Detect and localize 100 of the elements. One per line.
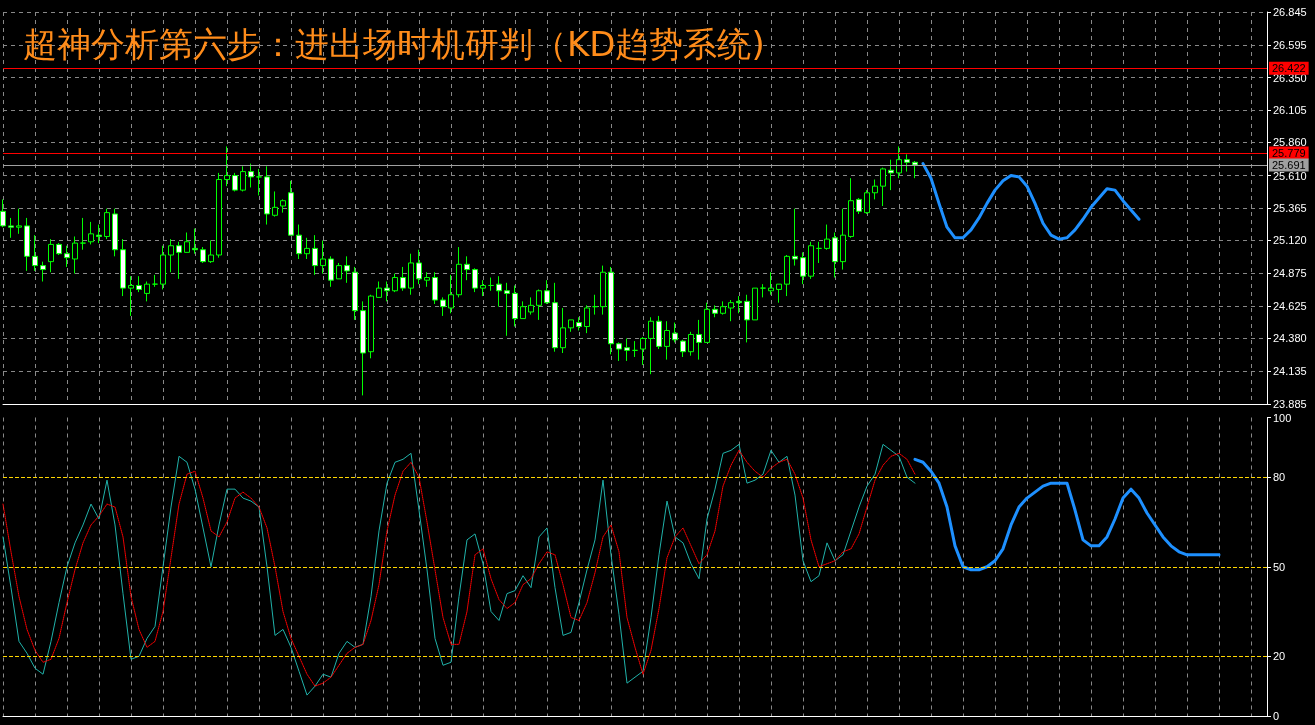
candlestick — [200, 246, 206, 264]
candlestick — [64, 245, 70, 268]
candlestick — [392, 273, 398, 293]
candlestick — [712, 304, 718, 318]
candlestick — [224, 145, 230, 187]
candlestick — [456, 246, 462, 298]
candlestick — [8, 217, 14, 239]
candlestick — [912, 160, 918, 179]
candlestick — [848, 177, 854, 239]
candlestick — [176, 241, 182, 280]
candlestick — [384, 281, 390, 302]
y-tick-label: 80 — [1273, 471, 1286, 484]
candlestick — [312, 234, 318, 276]
candlestick — [688, 331, 694, 357]
candlestick — [472, 267, 478, 293]
candlestick — [152, 274, 158, 288]
candlestick — [832, 232, 838, 279]
candlestick — [128, 275, 134, 317]
candlestick — [656, 315, 662, 350]
ref-line-label: 25.779 — [1272, 147, 1306, 160]
candlestick — [56, 242, 62, 256]
candlestick — [360, 300, 366, 396]
candlestick — [536, 288, 542, 321]
candlestick — [448, 274, 454, 314]
candlestick — [120, 238, 126, 297]
candlestick — [696, 319, 702, 361]
candlestick — [504, 282, 510, 337]
candlestick — [704, 302, 710, 343]
y-tick-label: 25.610 — [1273, 169, 1307, 182]
ref-line-label: 25.691 — [1272, 158, 1306, 171]
candlestick — [352, 266, 358, 321]
candlestick — [680, 339, 686, 358]
candlestick — [336, 262, 342, 280]
candlestick — [272, 190, 278, 218]
y-tick-label: 0 — [1273, 710, 1280, 722]
candlestick — [0, 198, 6, 228]
candlestick — [552, 282, 558, 353]
candlestick — [792, 208, 798, 267]
y-tick-label: 24.625 — [1273, 300, 1307, 312]
candlestick — [216, 172, 222, 259]
candlestick — [584, 304, 590, 334]
candlestick — [784, 254, 790, 297]
y-tick-label: 25.120 — [1273, 234, 1307, 247]
candlestick — [440, 296, 446, 317]
candlestick — [288, 180, 294, 236]
candlestick — [424, 271, 430, 288]
y-tick-label: 24.380 — [1273, 332, 1307, 345]
y-tick-label: 20 — [1273, 650, 1286, 663]
candlestick — [744, 294, 750, 343]
candlestick — [768, 271, 774, 296]
candlestick — [600, 265, 606, 316]
candlestick — [864, 189, 870, 215]
candlestick — [592, 294, 598, 316]
candlestick — [880, 167, 886, 207]
candlestick — [408, 253, 414, 296]
candlestick — [232, 172, 238, 192]
candlestick — [648, 316, 654, 375]
candlestick — [608, 266, 614, 355]
candlestick — [576, 316, 582, 331]
candlestick — [544, 279, 550, 305]
candlestick — [24, 217, 30, 272]
candlestick — [512, 284, 518, 328]
candlestick — [96, 224, 102, 244]
candlestick — [80, 217, 86, 251]
candlestick — [856, 197, 862, 215]
candlestick — [160, 245, 166, 290]
candlestick — [144, 281, 150, 302]
candlestick — [616, 341, 622, 362]
candlestick — [256, 168, 262, 196]
candlestick — [568, 319, 574, 333]
candlestick — [736, 295, 742, 314]
candlestick — [304, 237, 310, 260]
candlestick — [168, 238, 174, 273]
candlestick — [480, 279, 486, 297]
candlestick — [896, 145, 902, 179]
candlestick — [824, 224, 830, 251]
candlestick — [800, 251, 806, 285]
y-tick-label: 26.105 — [1273, 104, 1307, 116]
candlestick — [112, 208, 118, 257]
candlestick — [16, 208, 22, 235]
y-tick-label: 26.845 — [1273, 6, 1307, 18]
candlestick — [376, 281, 382, 298]
candlestick — [344, 255, 350, 284]
candlestick — [208, 239, 214, 264]
y-tick-label: 25.860 — [1273, 136, 1307, 149]
candlestick — [888, 159, 894, 191]
candlestick — [368, 294, 374, 359]
candlestick — [88, 221, 94, 245]
candlestick — [560, 307, 566, 354]
candlestick — [432, 271, 438, 305]
candlestick — [904, 153, 910, 173]
candlestick — [776, 283, 782, 304]
candlestick — [280, 198, 286, 214]
y-tick-label: 26.595 — [1273, 39, 1307, 52]
y-tick-label: 25.365 — [1273, 202, 1307, 214]
candlestick — [240, 165, 246, 192]
candlestick — [48, 238, 54, 273]
candlestick — [416, 249, 422, 285]
candlestick — [672, 322, 678, 343]
candlestick — [72, 235, 78, 275]
